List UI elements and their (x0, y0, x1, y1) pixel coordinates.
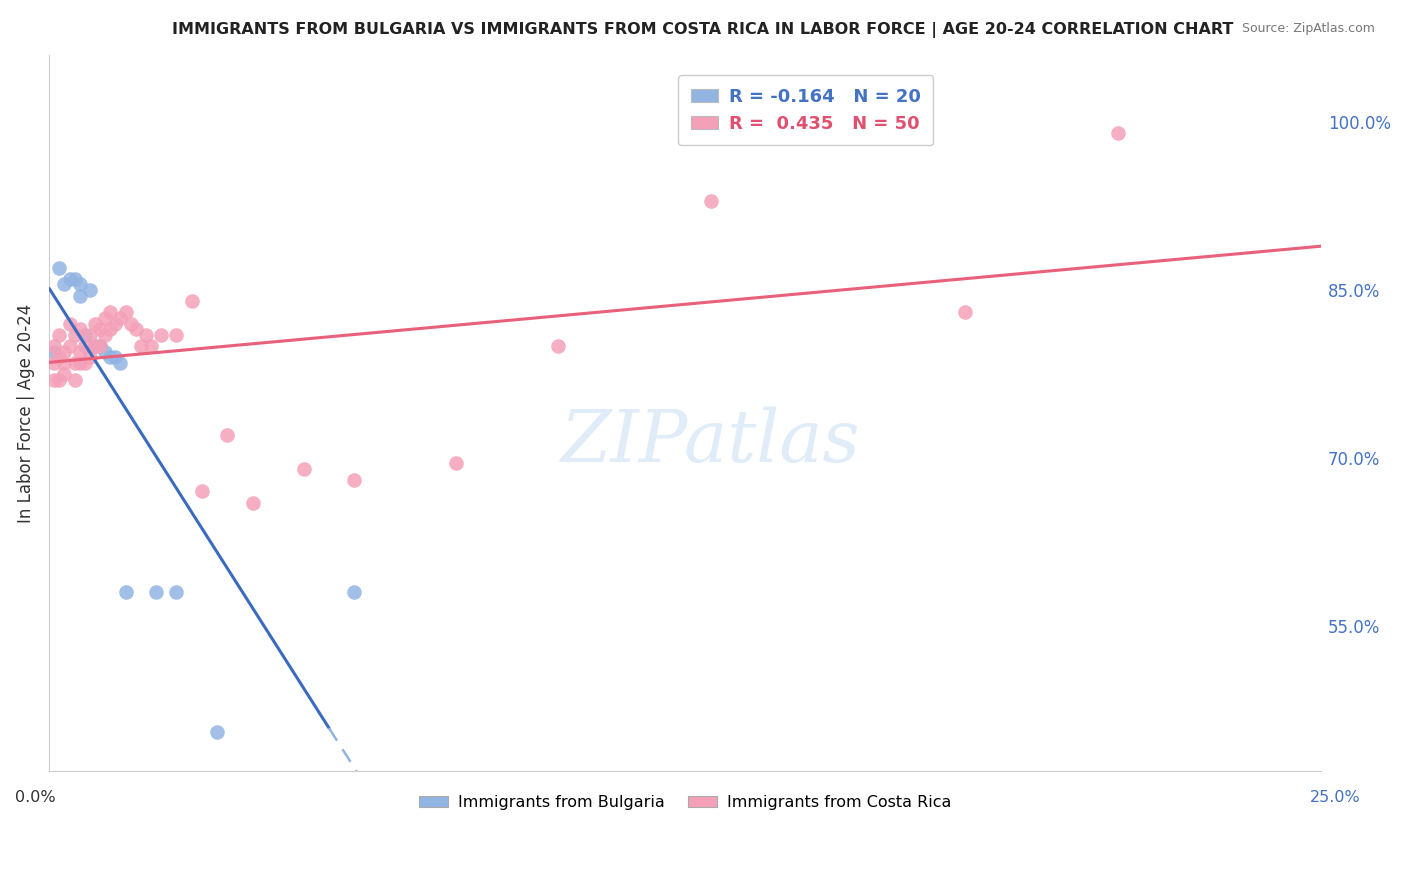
Point (48, 327, 70, 342)
Point (89, 322, 111, 336)
Text: Source: ZipAtlas.com: Source: ZipAtlas.com (1241, 22, 1375, 36)
Point (953, 305, 976, 319)
Point (73, 356, 96, 370)
Point (98, 305, 121, 319)
Y-axis label: In Labor Force | Age 20-24: In Labor Force | Age 20-24 (17, 303, 35, 523)
Point (94, 311, 117, 326)
Point (79, 283, 101, 297)
Point (79, 350, 101, 364)
Point (73, 327, 96, 342)
Point (125, 322, 148, 336)
Point (191, 484, 214, 499)
Point (120, 317, 142, 331)
Point (114, 585, 136, 599)
Point (165, 327, 187, 342)
Legend: Immigrants from Bulgaria, Immigrants from Costa Rica: Immigrants from Bulgaria, Immigrants fro… (413, 789, 957, 817)
Point (53, 356, 76, 370)
Point (1107, 127, 1129, 141)
Point (343, 473, 366, 487)
Point (165, 585, 187, 599)
Point (89, 339, 111, 353)
Point (53, 367, 76, 381)
Point (94, 327, 117, 342)
Point (69, 344, 91, 359)
Point (343, 585, 366, 599)
Point (98, 322, 121, 336)
Point (69, 322, 91, 336)
Text: 25.0%: 25.0% (1309, 789, 1361, 805)
Point (44, 344, 66, 359)
Point (699, 194, 721, 208)
Point (48, 372, 70, 386)
Point (110, 356, 132, 370)
Point (150, 327, 173, 342)
Point (444, 457, 467, 471)
Point (63, 272, 86, 286)
Point (48, 260, 70, 275)
Point (84, 339, 107, 353)
Text: 0.0%: 0.0% (15, 789, 56, 805)
Point (44, 339, 66, 353)
Point (94, 344, 117, 359)
Point (104, 317, 127, 331)
Point (69, 356, 91, 370)
Point (110, 311, 132, 326)
Point (139, 339, 162, 353)
Point (98, 350, 121, 364)
Point (104, 350, 127, 364)
Point (58, 317, 80, 331)
Point (53, 344, 76, 359)
Point (129, 339, 152, 353)
Point (58, 339, 80, 353)
Point (292, 462, 315, 476)
Text: IMMIGRANTS FROM BULGARIA VS IMMIGRANTS FROM COSTA RICA IN LABOR FORCE | AGE 20-2: IMMIGRANTS FROM BULGARIA VS IMMIGRANTS F… (173, 22, 1233, 38)
Point (44, 372, 66, 386)
Point (547, 339, 569, 353)
Point (63, 327, 86, 342)
Text: ZIPatlas: ZIPatlas (561, 407, 860, 477)
Point (44, 356, 66, 370)
Point (84, 339, 107, 353)
Point (79, 327, 101, 342)
Point (69, 277, 91, 292)
Point (114, 305, 136, 319)
Point (180, 294, 202, 309)
Point (242, 495, 264, 509)
Point (58, 272, 80, 286)
Point (89, 339, 111, 353)
Point (84, 317, 107, 331)
Point (145, 585, 167, 599)
Point (69, 288, 91, 302)
Point (63, 372, 86, 386)
Point (135, 327, 157, 342)
Point (48, 350, 70, 364)
Point (73, 339, 96, 353)
Point (217, 428, 239, 442)
Point (53, 277, 76, 292)
Point (205, 724, 228, 739)
Point (63, 356, 86, 370)
